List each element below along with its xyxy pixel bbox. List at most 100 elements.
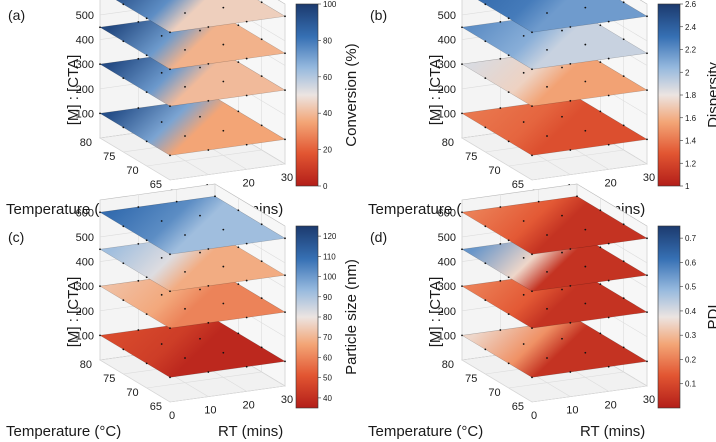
sample-point (284, 89, 286, 92)
sample-point (599, 209, 602, 212)
sample-point (569, 371, 572, 373)
sample-point (222, 43, 225, 46)
sample-point (507, 313, 510, 316)
z-axis-label: [M] : [CTA] (427, 277, 444, 348)
colorbar-tick-label: 120 (323, 232, 337, 241)
y-axis-title: Temperature (°C) (368, 423, 483, 440)
sample-point (484, 40, 487, 43)
sample-point (99, 26, 101, 29)
sample-point (622, 75, 625, 78)
chart-panel-b: (b) 100 200 300 400 500 600 [M] : [CTA] 65 70 75 80… (368, 0, 716, 218)
y-tick-label: 70 (126, 387, 138, 399)
sample-point (199, 115, 201, 118)
sample-point (522, 34, 525, 37)
panel-label: (a) (8, 7, 25, 23)
sample-point (531, 290, 533, 293)
sample-point (160, 293, 163, 296)
sample-point (484, 348, 487, 351)
sample-point (561, 29, 563, 32)
sample-point (260, 346, 263, 349)
sample-point (499, 20, 502, 23)
sample-point (245, 20, 248, 23)
sample-point (584, 265, 587, 268)
sample-point (484, 299, 487, 302)
colorbar-tick-label: 1.8 (685, 91, 697, 100)
sample-point (531, 253, 533, 256)
sample-point (137, 329, 140, 331)
sample-point (260, 223, 263, 226)
sample-point (607, 20, 610, 23)
colorbar (295, 3, 319, 187)
sample-point (461, 285, 463, 288)
sample-point (484, 3, 487, 6)
sample-point (237, 209, 240, 212)
colorbar-tick-label: 50 (323, 374, 332, 383)
colorbar-label: Dispersity (705, 62, 716, 128)
sample-point (207, 248, 210, 250)
sample-point (461, 26, 463, 29)
sample-point (584, 228, 587, 231)
sample-point (522, 343, 525, 345)
sample-point (284, 311, 286, 314)
sample-point (507, 17, 510, 20)
sample-point (531, 31, 533, 34)
sample-point (522, 121, 525, 123)
z-tick-label: 100 (76, 330, 94, 342)
sample-point (199, 251, 201, 254)
sample-point (646, 360, 648, 363)
sample-point (184, 357, 186, 359)
sample-point (607, 365, 610, 368)
sample-point (122, 126, 125, 129)
y-tick-label: 75 (465, 151, 477, 163)
sample-point (461, 63, 463, 66)
sample-point (531, 154, 533, 157)
sample-point (184, 85, 186, 88)
sample-point (160, 121, 163, 123)
sample-point (531, 376, 533, 379)
sample-point (607, 242, 610, 245)
sample-point (260, 297, 263, 300)
sample-point (245, 242, 248, 245)
sample-point (122, 348, 125, 351)
colorbar-tick-label: 2.6 (685, 0, 697, 9)
sample-point (507, 140, 510, 143)
sample-point (622, 1, 625, 4)
sample-point (646, 274, 648, 277)
sample-point (260, 38, 263, 41)
sample-point (207, 321, 210, 324)
sample-point (646, 237, 648, 240)
sample-point (461, 248, 463, 251)
sample-point (522, 256, 525, 259)
sample-point (584, 43, 587, 46)
sample-point (199, 288, 201, 291)
colorbar-tick-label: 110 (323, 252, 336, 261)
sample-point (199, 29, 201, 32)
sample-point (569, 149, 572, 151)
z-tick-label: 200 (438, 306, 456, 318)
sample-point (184, 12, 186, 14)
sample-point (160, 256, 163, 259)
sample-point (184, 234, 186, 236)
sample-point (222, 6, 225, 9)
sample-point (207, 26, 210, 28)
sample-point (646, 52, 648, 55)
sample-point (531, 327, 533, 330)
sample-point (584, 351, 587, 354)
colorbar-label: PDI (705, 304, 716, 329)
sample-point (576, 195, 578, 198)
sample-point (569, 99, 572, 102)
colorbar-tick-label: 100 (323, 273, 337, 282)
sample-point (607, 279, 610, 282)
x-tick-label: 10 (204, 405, 216, 417)
sample-point (546, 12, 548, 14)
sample-point (199, 66, 201, 69)
colorbar-tick-label: 20 (323, 146, 332, 155)
sample-point (546, 270, 548, 273)
sample-point (599, 24, 602, 27)
y-tick-label: 80 (80, 137, 92, 149)
sample-point (584, 302, 587, 305)
sample-point (584, 6, 587, 9)
sample-point (546, 48, 548, 51)
sample-point (561, 214, 563, 217)
